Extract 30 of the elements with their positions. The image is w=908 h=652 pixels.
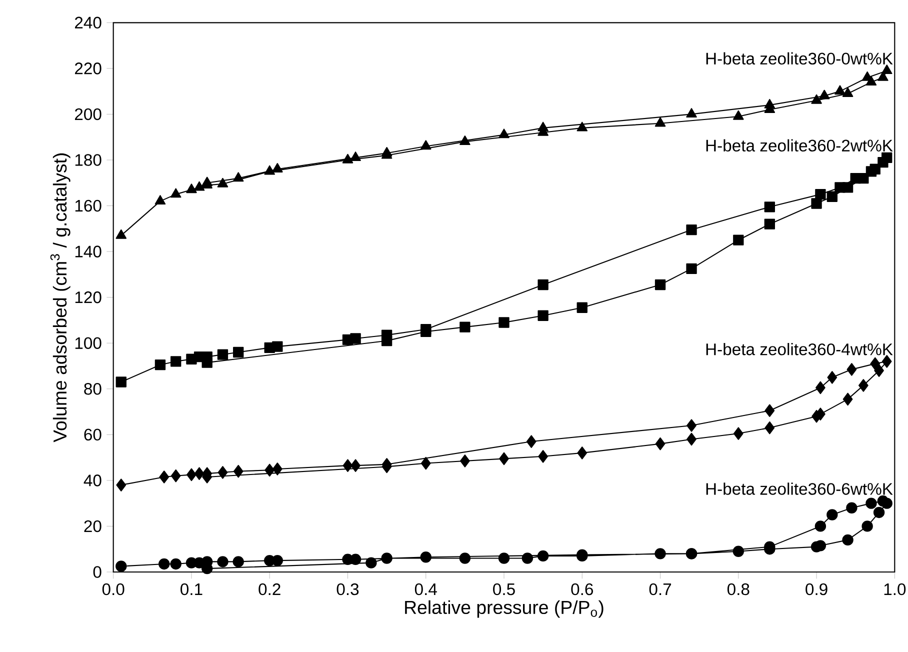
- x-tick-label: 0.1: [180, 583, 202, 596]
- series-label: H-beta zeolite360-6wt%K: [706, 482, 893, 495]
- y-tick-label: 160: [75, 200, 102, 212]
- y-tick-label: 200: [74, 108, 102, 120]
- series-label: H-beta zeolite360-0wt%K: [706, 52, 893, 65]
- series-label: H-beta zeolite360-2wt%K: [706, 139, 893, 152]
- x-tick-label: 1.0: [884, 583, 906, 596]
- y-tick-label: 140: [75, 246, 102, 258]
- x-tick-label: 0.8: [727, 583, 750, 596]
- y-tick-label: 20: [84, 520, 102, 532]
- series-label: H-beta zeolite360-4wt%K: [706, 342, 893, 356]
- y-tick-label: 60: [84, 428, 102, 441]
- x-tick-label: 0.9: [806, 583, 828, 596]
- y-tick-label: 220: [74, 62, 102, 74]
- x-tick-label: 0.3: [336, 583, 359, 596]
- x-tick-label: 0.2: [258, 583, 280, 596]
- y-tick-label: 240: [74, 16, 102, 29]
- y-tick-label: 120: [75, 291, 102, 304]
- y-tick-label: 40: [84, 474, 102, 486]
- y-tick-label: 100: [75, 337, 102, 350]
- x-tick-label: 0.4: [414, 583, 437, 596]
- x-tick-label: 0.6: [571, 583, 593, 596]
- x-tick-label: 0.0: [102, 583, 124, 596]
- x-axis-title: Relative pressure (P/P$_{o}$): [405, 600, 604, 618]
- y-tick-label: 0: [93, 566, 102, 578]
- x-tick-label: 0.5: [493, 583, 515, 596]
- y-tick-label: 80: [84, 382, 102, 395]
- y-axis-title: Volume adsorbed (cm$^{3}$ / g.catalyst): [50, 153, 70, 442]
- y-tick-label: 180: [75, 154, 102, 166]
- x-tick-label: 0.7: [649, 583, 672, 596]
